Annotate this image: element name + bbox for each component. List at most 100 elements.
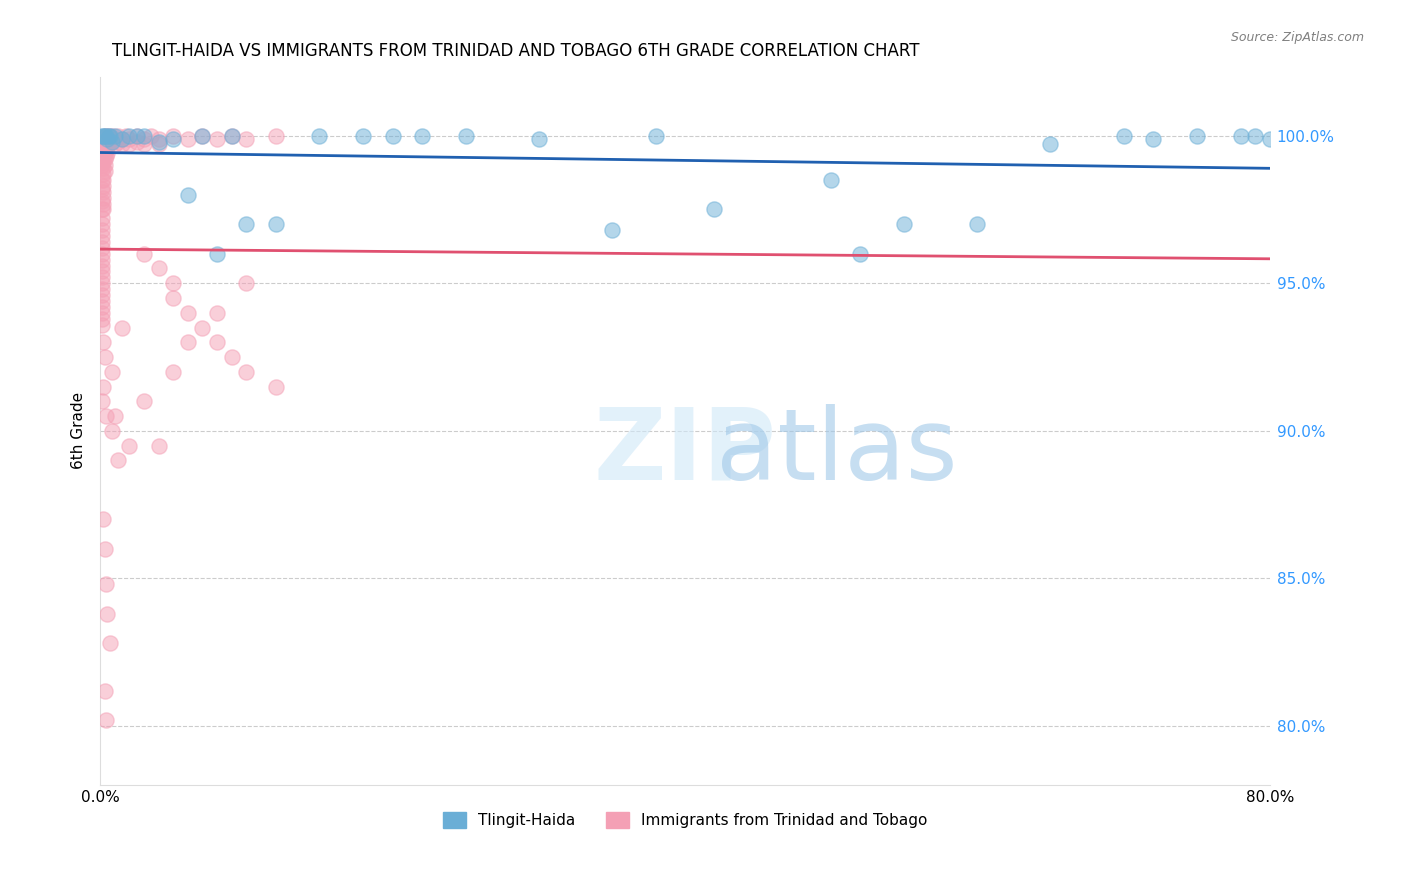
Point (90, 182, 112, 196)
Point (91, 191, 114, 205)
Point (1244, 128, 1267, 143)
Point (191, 128, 214, 143)
Point (90, 223, 112, 237)
Point (104, 409, 127, 423)
Point (1112, 128, 1135, 143)
Point (893, 217, 915, 231)
Point (141, 128, 163, 143)
Point (1185, 128, 1208, 143)
Point (90, 252, 112, 267)
Y-axis label: 6th Grade: 6th Grade (72, 392, 86, 469)
Point (96, 135, 118, 149)
Text: TLINGIT-HAIDA VS IMMIGRANTS FROM TRINIDAD AND TOBAGO 6TH GRADE CORRELATION CHART: TLINGIT-HAIDA VS IMMIGRANTS FROM TRINIDA… (112, 42, 920, 60)
Point (91, 167, 114, 181)
Point (91, 155, 114, 169)
Point (111, 131, 134, 145)
Point (98, 636, 121, 650)
Point (527, 131, 550, 145)
Point (235, 131, 257, 145)
Point (104, 131, 127, 145)
Point (107, 135, 129, 149)
Point (132, 137, 155, 152)
Point (411, 128, 433, 143)
Point (820, 173, 842, 187)
Point (644, 128, 666, 143)
Point (101, 424, 124, 438)
Point (177, 187, 200, 202)
Point (235, 217, 257, 231)
Point (93, 128, 115, 143)
Point (97, 128, 120, 143)
Point (162, 291, 184, 305)
Point (103, 128, 125, 143)
Point (91, 196, 114, 211)
Point (97, 131, 120, 145)
Point (221, 128, 243, 143)
Point (101, 365, 124, 379)
Point (90, 270, 112, 285)
Point (91, 379, 114, 393)
Point (148, 137, 170, 152)
Point (221, 350, 243, 364)
Point (90, 158, 112, 172)
Point (107, 128, 129, 143)
Text: ZIP: ZIP (593, 403, 776, 500)
Point (205, 246, 228, 260)
Point (148, 439, 170, 453)
Point (352, 128, 374, 143)
Point (93, 350, 115, 364)
Point (132, 128, 155, 143)
Point (235, 365, 257, 379)
Point (104, 128, 127, 143)
Point (90, 235, 112, 249)
Point (162, 365, 184, 379)
Point (90, 394, 112, 409)
Point (111, 320, 134, 334)
Point (454, 128, 477, 143)
Point (91, 161, 114, 175)
Point (90, 277, 112, 291)
Point (91, 128, 114, 143)
Point (308, 128, 330, 143)
Point (90, 300, 112, 314)
Point (148, 131, 170, 145)
Point (94, 144, 117, 158)
Point (90, 288, 112, 302)
Point (98, 128, 121, 143)
Legend: Tlingit-Haida, Immigrants from Trinidad and Tobago: Tlingit-Haida, Immigrants from Trinidad … (437, 806, 934, 834)
Point (90, 311, 112, 326)
Point (94, 577, 117, 591)
Text: atlas: atlas (716, 403, 957, 500)
Point (93, 135, 115, 149)
Point (90, 211, 112, 226)
Point (191, 320, 214, 334)
Point (600, 223, 623, 237)
Point (90, 128, 112, 143)
Point (94, 713, 117, 727)
Point (90, 241, 112, 255)
Point (90, 259, 112, 273)
Point (177, 306, 200, 320)
Point (96, 607, 118, 621)
Point (91, 202, 114, 217)
Point (91, 185, 114, 199)
Point (90, 217, 112, 231)
Point (125, 135, 148, 149)
Point (177, 335, 200, 350)
Point (94, 409, 117, 423)
Point (205, 306, 228, 320)
Point (93, 128, 115, 143)
Point (98, 128, 121, 143)
Point (93, 158, 115, 172)
Point (94, 149, 117, 163)
Point (111, 137, 134, 152)
Point (101, 131, 124, 145)
Point (96, 131, 118, 145)
Point (1258, 131, 1281, 145)
Point (90, 306, 112, 320)
Point (91, 178, 114, 193)
Point (94, 137, 117, 152)
Point (96, 146, 118, 161)
Point (104, 137, 127, 152)
Point (849, 246, 872, 260)
